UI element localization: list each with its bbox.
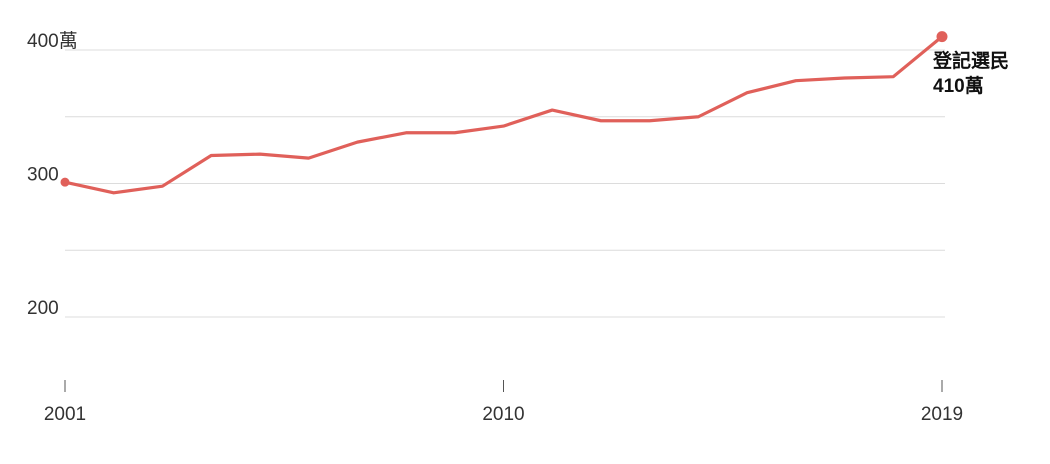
y-axis-tick-labels: 400萬 300 200: [27, 30, 78, 319]
y-tick-label-400: 400萬: [27, 30, 78, 52]
annotation-label: 登記選民: [932, 49, 1009, 72]
annotation-value: 410萬: [933, 75, 984, 97]
y-tick-label-300: 300: [27, 165, 59, 186]
y-tick-label-200: 200: [27, 298, 59, 319]
gridlines: [65, 49, 945, 318]
series-layer: [60, 31, 948, 195]
x-tick-label-2001: 2001: [44, 404, 86, 425]
end-point-marker: [936, 31, 948, 43]
x-axis: 2001 2010 2019: [44, 380, 963, 425]
series-line: [63, 35, 944, 195]
end-annotation: 登記選民 410萬: [932, 49, 1009, 97]
x-tick-label-2019: 2019: [921, 404, 963, 425]
x-tick-label-2010: 2010: [482, 404, 524, 425]
start-point-marker: [60, 177, 70, 187]
